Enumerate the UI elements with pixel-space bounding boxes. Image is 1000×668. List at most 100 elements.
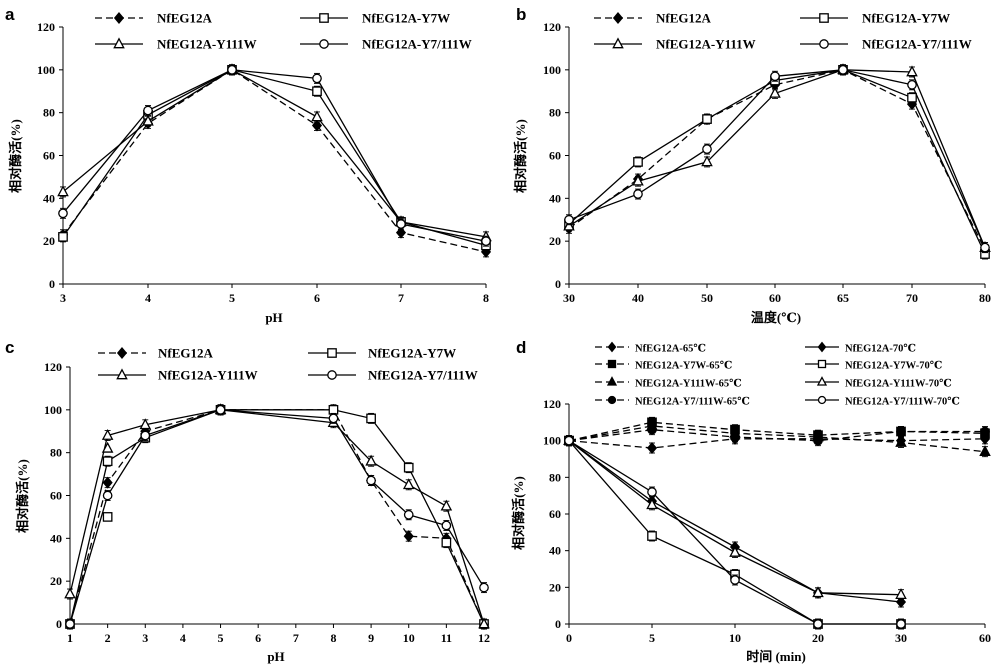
- series-line: [568, 421, 986, 442]
- data-point: [730, 575, 740, 585]
- panel-letter: d: [516, 338, 526, 357]
- y-tick-label: 40: [43, 191, 55, 205]
- series-nfeg12a-65: [563, 432, 991, 455]
- legend-marker: [612, 11, 624, 25]
- legend-entry-nfeg12a-y7-111w: NfEG12A-Y7/111W: [308, 368, 478, 383]
- y-tick-label: 100: [44, 403, 62, 417]
- y-tick-label: 60: [549, 507, 561, 521]
- y-tick-label: 80: [50, 446, 62, 460]
- data-point: [396, 219, 406, 229]
- x-tick-label: 5: [218, 631, 224, 645]
- data-point: [564, 435, 574, 446]
- legend-marker: [607, 359, 617, 369]
- legend-label: NfEG12A-Y7W: [368, 346, 456, 361]
- x-tick-label: 0: [566, 631, 572, 645]
- series-nfeg12a-y7-111w: [65, 404, 489, 630]
- legend-entry-nfeg12a-y7-111w: NfEG12A-Y7/111W: [300, 37, 472, 52]
- data-point: [58, 232, 68, 242]
- legend-label: NfEG12A-Y7W: [362, 11, 450, 26]
- x-tick-label: 2: [105, 631, 111, 645]
- y-tick-label: 0: [56, 617, 62, 631]
- legend-marker: [113, 37, 125, 49]
- y-tick-label: 40: [549, 191, 561, 205]
- series-line: [69, 409, 485, 625]
- x-tick-label: 3: [60, 291, 66, 305]
- data-point: [896, 619, 906, 629]
- panel-letter: c: [5, 338, 14, 357]
- panel-letter: b: [516, 5, 526, 24]
- series-nfeg12a-y7-111w: [58, 64, 491, 247]
- data-point: [563, 219, 575, 231]
- x-tick-label: 8: [483, 291, 489, 305]
- x-tick-label: 40: [632, 291, 644, 305]
- series-nfeg12a-y7-111w-70: [564, 435, 906, 630]
- x-tick-label: 8: [330, 631, 336, 645]
- legend-label: NfEG12A-Y111W-65℃: [635, 379, 742, 390]
- legend: NfEG12A NfEG12A-Y7W NfEG12A-Y111W NfEG12A-Y…: [98, 346, 478, 383]
- data-point: [366, 475, 376, 486]
- data-point: [312, 73, 322, 84]
- y-tick-label: 0: [49, 277, 55, 291]
- data-point: [813, 435, 823, 446]
- legend-entry-nfeg12a-y7-111w-70: NfEG12A-Y7/111W-70℃: [805, 395, 960, 408]
- data-point: [838, 64, 848, 75]
- data-point: [813, 619, 823, 629]
- y-tick-label: 20: [549, 580, 561, 594]
- y-tick-label: 0: [555, 617, 561, 631]
- legend-entry-nfeg12a-y7-111w: NfEG12A-Y7/111W: [800, 37, 972, 52]
- legend-label: NfEG12A-65℃: [635, 344, 706, 355]
- legend-marker: [817, 341, 827, 353]
- legend-label: NfEG12A-Y7W-65℃: [635, 361, 733, 372]
- data-point: [311, 119, 323, 132]
- y-tick-label: 40: [549, 544, 561, 558]
- legend-entry-nfeg12a-70: NfEG12A-70℃: [805, 341, 916, 355]
- data-point: [102, 456, 113, 467]
- x-tick-label: 50: [701, 291, 713, 305]
- legend-entry-nfeg12a-y7w-70: NfEG12A-Y7W-70℃: [805, 359, 943, 372]
- x-tick-label: 3: [142, 631, 148, 645]
- legend-entry-nfeg12a-y7w: NfEG12A-Y7W: [800, 11, 950, 26]
- series-line: [69, 409, 485, 625]
- series-nfeg12a-y7-111w: [564, 64, 990, 254]
- legend-marker: [116, 346, 128, 360]
- data-point: [328, 413, 339, 424]
- data-point: [102, 512, 113, 522]
- x-tick-label: 1: [67, 631, 73, 645]
- y-tick-label: 100: [543, 434, 561, 448]
- x-tick-label: 11: [441, 631, 452, 645]
- data-point: [312, 86, 322, 97]
- data-point: [65, 619, 75, 629]
- data-point: [403, 530, 414, 543]
- x-tick-label: 7: [398, 291, 404, 305]
- legend-entry-nfeg12a-y7w: NfEG12A-Y7W: [308, 346, 456, 361]
- data-point: [702, 114, 712, 124]
- data-point: [564, 214, 574, 225]
- legend-label: NfEG12A-Y7/111W: [362, 37, 472, 52]
- data-point: [647, 487, 657, 497]
- series-line: [62, 69, 487, 238]
- data-point: [646, 498, 658, 510]
- data-point: [980, 426, 990, 437]
- data-point: [102, 490, 113, 501]
- legend-marker: [816, 376, 828, 386]
- data-point: [227, 64, 237, 75]
- series-line: [62, 69, 487, 253]
- legend-entry-nfeg12a-y7w: NfEG12A-Y7W: [300, 11, 450, 26]
- y-axis-label: 相对酶活(%): [513, 119, 528, 193]
- x-tick-label: 10: [729, 631, 741, 645]
- legend-marker: [327, 348, 337, 358]
- series-nfeg12a-y111w-70: [563, 434, 907, 601]
- x-tick-label: 60: [979, 631, 991, 645]
- x-tick-label: 6: [314, 291, 320, 305]
- y-tick-label: 20: [50, 574, 62, 588]
- data-point: [58, 208, 68, 219]
- data-point: [441, 537, 452, 548]
- data-point: [311, 110, 323, 122]
- data-point: [365, 454, 377, 466]
- x-axis-label: 温度(℃): [751, 310, 801, 325]
- legend-entry-nfeg12a-y111w-70: NfEG12A-Y111W-70℃: [805, 376, 952, 390]
- series-nfeg12a-y7w-70: [564, 435, 906, 630]
- data-point: [980, 242, 990, 253]
